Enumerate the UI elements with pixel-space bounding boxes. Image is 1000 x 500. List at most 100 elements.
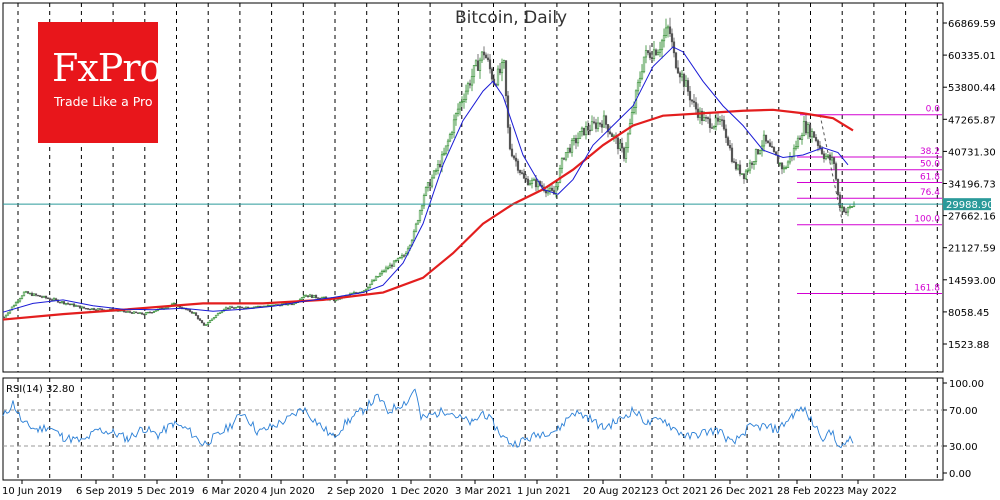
candle-body — [80, 306, 84, 309]
candle-body — [708, 118, 712, 128]
candle-body — [548, 187, 552, 191]
candle-body — [314, 294, 318, 299]
candle-body — [714, 117, 718, 127]
time-axis: 10 Jun 2019 6 Sep 2019 5 Dec 2019 6 Mar 202… — [2, 480, 897, 497]
main-frame — [2, 2, 944, 373]
candle-body — [450, 132, 454, 135]
candle-body — [728, 145, 732, 149]
candle-body — [688, 91, 692, 101]
candle-body — [470, 76, 474, 86]
rsi-y-label: 30.00 — [949, 442, 978, 453]
candle-body — [684, 80, 688, 87]
candle-body — [232, 307, 236, 309]
candle-body — [754, 149, 758, 162]
candle-body — [16, 300, 20, 303]
candle-body — [600, 123, 604, 128]
candle-body — [836, 178, 840, 196]
candle-body — [190, 311, 194, 314]
fib-trendline — [819, 114, 844, 225]
candle-body — [722, 119, 726, 130]
candle-body — [766, 140, 770, 144]
candle-body — [422, 195, 426, 207]
y-tick-label: 21127.59 — [948, 244, 996, 255]
candle-body — [12, 305, 16, 308]
candle-body — [572, 138, 576, 141]
candle-body — [192, 312, 196, 314]
candle-body — [800, 135, 804, 140]
candle-body — [84, 307, 88, 310]
candle-body — [734, 162, 738, 170]
candle-body — [372, 279, 376, 282]
candle-body — [98, 308, 102, 310]
candle-body — [576, 138, 580, 144]
candle-body — [848, 206, 852, 208]
candle-body — [738, 164, 742, 175]
candle-body — [556, 181, 560, 188]
candle-body — [520, 172, 524, 174]
candle-body — [476, 60, 480, 71]
rsi-label: RSI(14) 32.80 — [6, 384, 75, 395]
candle-body — [560, 158, 564, 169]
candle-body — [306, 295, 310, 297]
candle-body — [680, 73, 684, 78]
candle-body — [670, 33, 674, 43]
candle-body — [602, 115, 606, 128]
fib-label: 161.8 — [914, 284, 940, 294]
candle-body — [562, 158, 566, 160]
candle-body — [598, 122, 602, 125]
candle-body — [592, 121, 596, 124]
candle-body — [456, 108, 460, 114]
fxpro-logo: FxPro Trade Like a Pro — [38, 22, 162, 143]
candle-body — [54, 298, 58, 301]
candle-body — [748, 162, 752, 171]
x-tick-label: 26 Dec 2021 — [710, 486, 774, 497]
x-tick-label: 6 Mar 2020 — [202, 486, 259, 497]
candle-body — [212, 317, 216, 320]
candle-body — [18, 298, 22, 302]
logo-tagline: Trade Like a Pro — [54, 94, 153, 109]
candle-body — [596, 122, 600, 129]
fib-label: 50.0 — [920, 160, 940, 170]
candle-body — [424, 187, 428, 196]
candle-body — [430, 177, 434, 187]
candle-body — [460, 101, 464, 104]
x-tick-label: 20 Aug 2021 — [583, 486, 647, 497]
chart-title: Bitcoin, Daily — [455, 8, 568, 28]
candle-body — [20, 295, 24, 299]
candle-body — [816, 140, 820, 146]
candle-body — [234, 307, 238, 309]
candle-body — [236, 306, 240, 308]
candle-body — [678, 72, 682, 78]
candle-body — [484, 54, 488, 59]
candle-body — [124, 311, 128, 313]
candle-body — [382, 270, 386, 273]
candle-body — [224, 307, 228, 310]
candle-body — [626, 133, 630, 148]
candle-body — [4, 314, 8, 318]
candle-body — [6, 312, 10, 316]
fib-label: 61.8 — [920, 173, 940, 183]
candle-body — [186, 309, 190, 311]
candle-body — [580, 127, 584, 132]
candle-body — [268, 304, 272, 307]
candle-body — [290, 303, 294, 306]
candle-body — [574, 138, 578, 144]
candle-body — [594, 122, 598, 129]
candle-body — [434, 170, 438, 172]
candle-body — [504, 60, 508, 97]
candle-body — [270, 304, 274, 307]
candle-body — [474, 60, 478, 66]
candle-body — [206, 322, 210, 325]
candle-body — [822, 153, 826, 160]
candle-body — [244, 306, 248, 309]
candle-body — [94, 309, 98, 311]
candle-body — [662, 35, 666, 42]
candle-body — [42, 295, 46, 298]
candle-body — [438, 164, 442, 167]
candle-body — [770, 146, 774, 148]
candle-body — [578, 131, 582, 139]
fib-label: 76.4 — [920, 188, 940, 198]
candle-body — [486, 57, 490, 61]
candle-body — [226, 307, 230, 310]
candle-body — [198, 318, 202, 321]
